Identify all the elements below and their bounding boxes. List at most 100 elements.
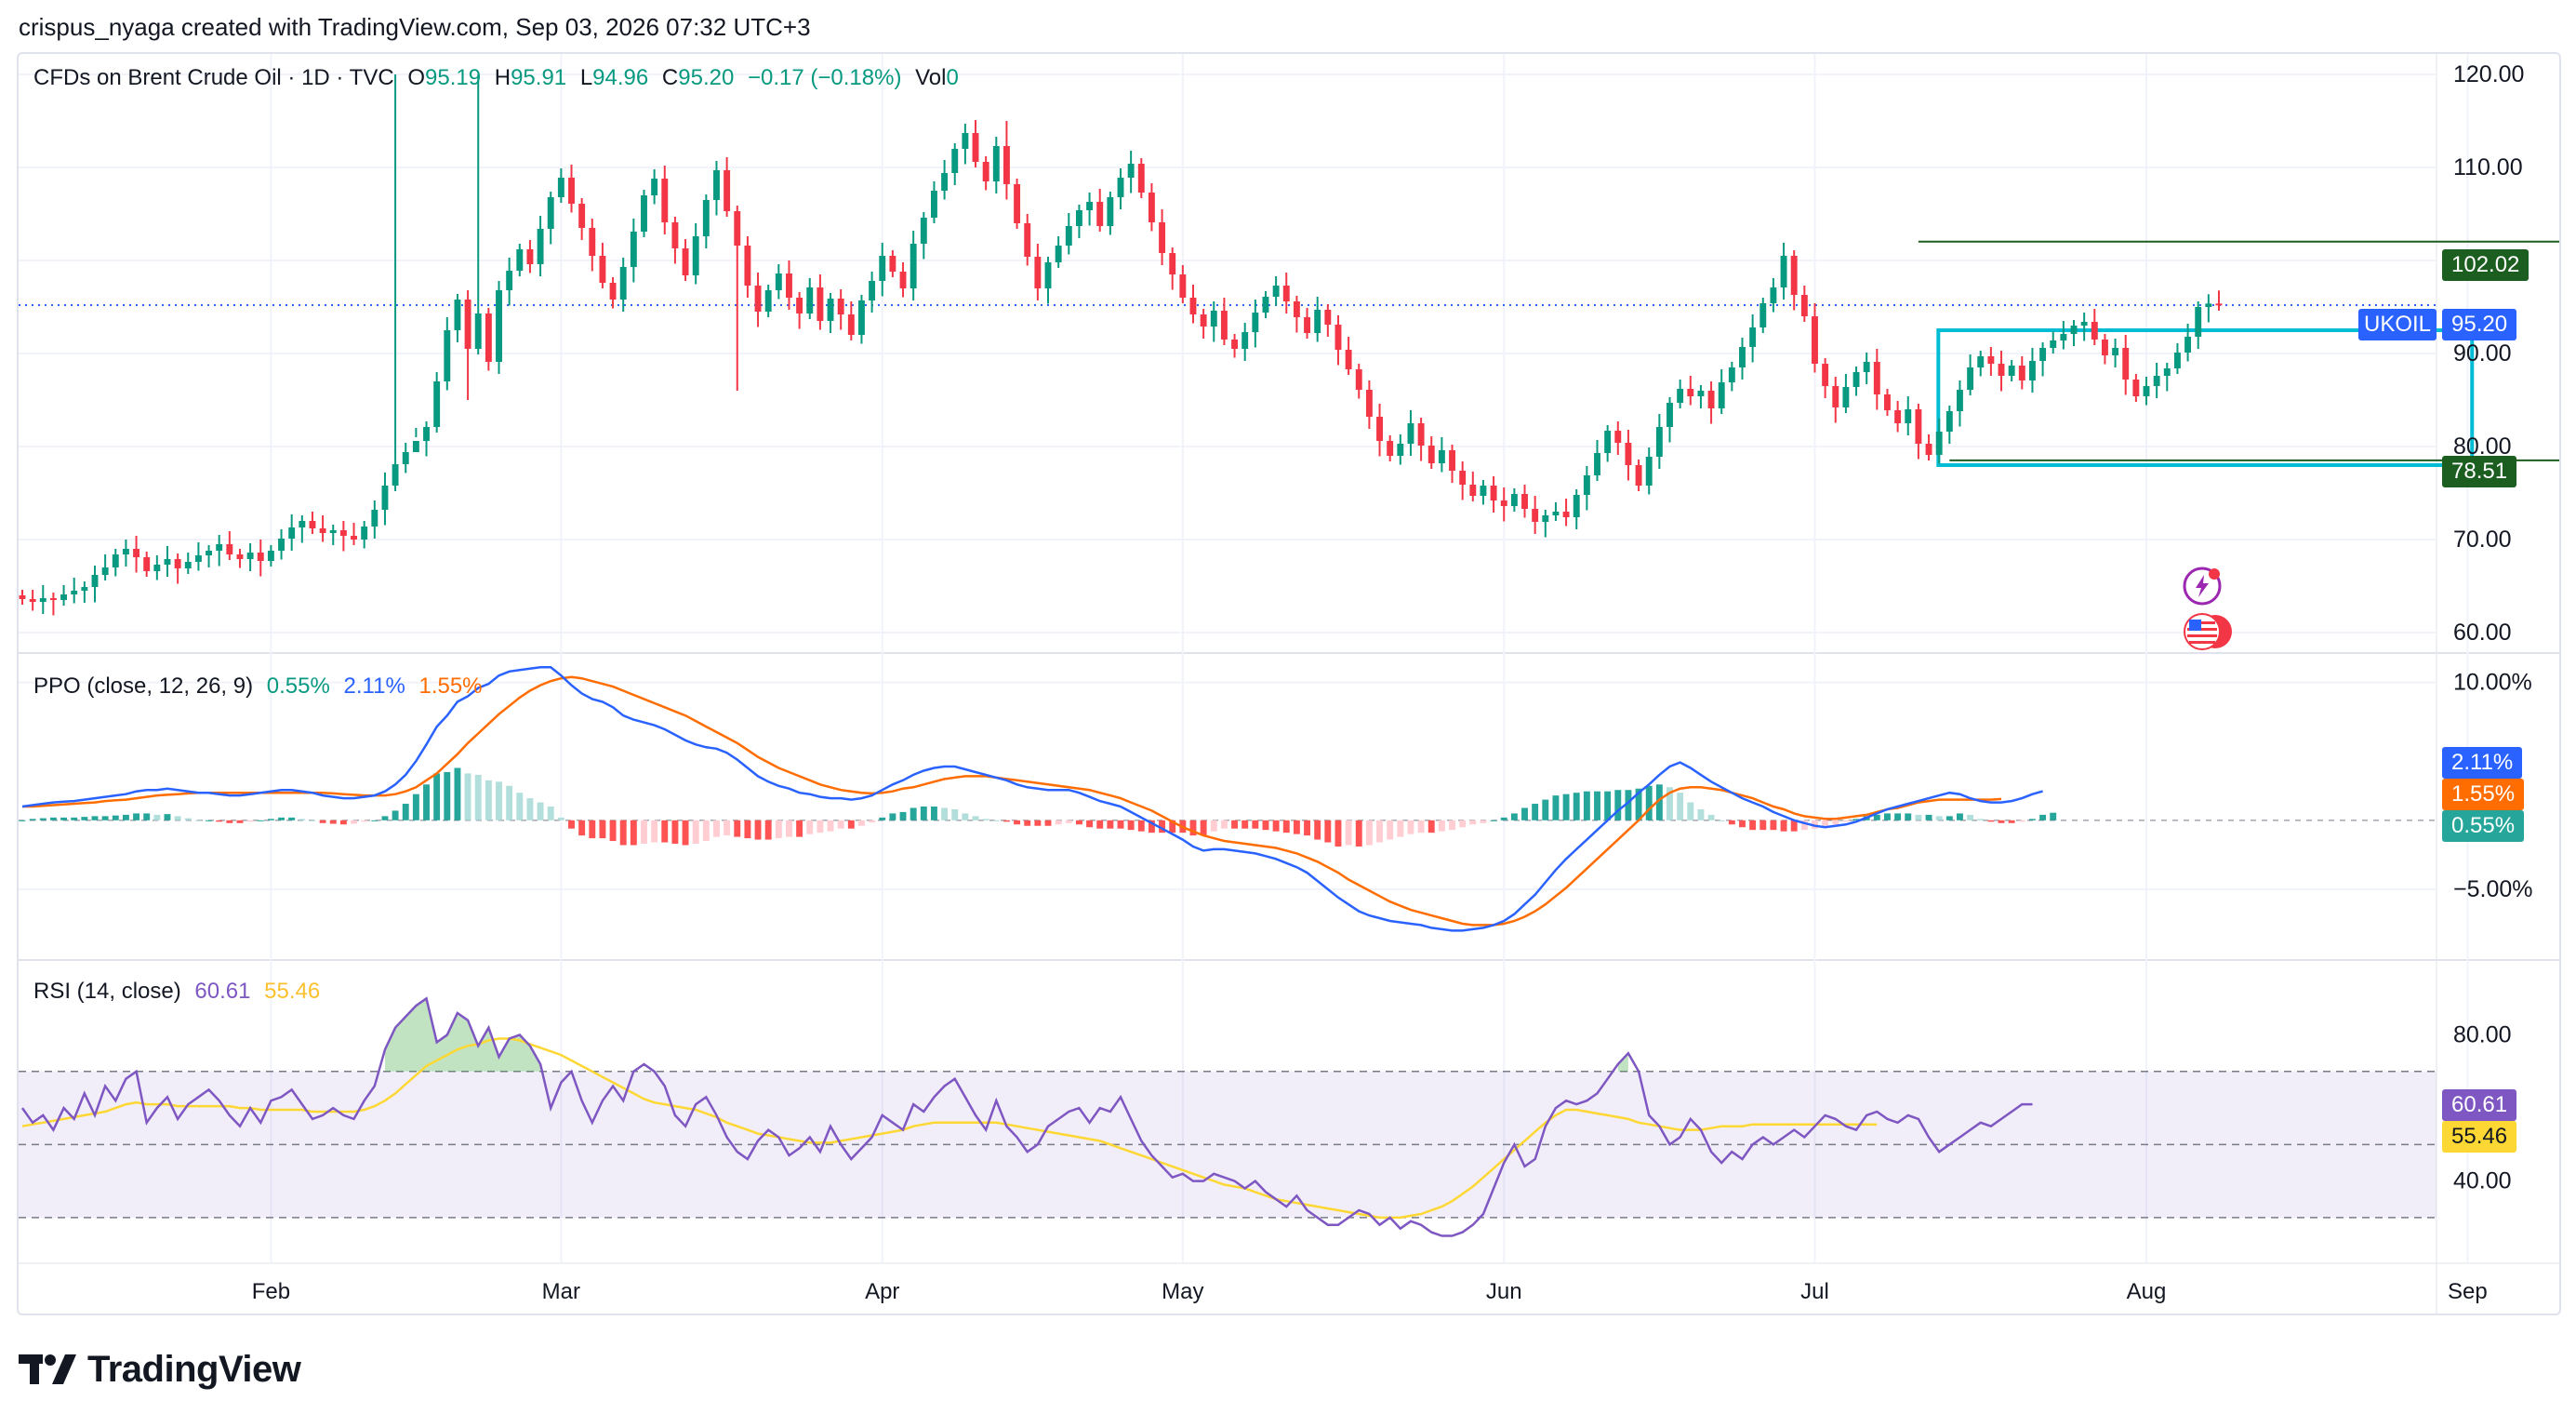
candle-body [1915, 409, 1922, 444]
ppo-histogram-bar [1500, 817, 1507, 820]
candle-body [2215, 303, 2223, 306]
candle-body [547, 197, 554, 229]
candle-body [1573, 495, 1580, 517]
ppo-histogram-bar [351, 820, 357, 824]
candle-body [1894, 410, 1902, 423]
ppo-histogram-bar [101, 816, 109, 820]
month-label: Aug [2127, 1279, 2167, 1304]
candle-body [1945, 411, 1953, 432]
candle-body [329, 530, 337, 533]
ppo-histogram-bar [164, 814, 171, 820]
ppo-histogram-bar [1231, 820, 1239, 829]
ppo-histogram-bar [1542, 799, 1549, 820]
us-flag-icon[interactable] [2182, 610, 2236, 653]
candle-body [1304, 317, 1311, 333]
ppo-histogram-bar [1427, 820, 1435, 834]
ppo-histogram-bar [516, 793, 524, 820]
candle-body [371, 510, 378, 527]
ppo-histogram-bar [1480, 820, 1487, 823]
candle-body [641, 195, 647, 232]
ppo-histogram-bar [1594, 791, 1600, 820]
ppo-histogram-bar [1957, 813, 1963, 820]
candle-body [174, 559, 181, 568]
candle-body [206, 551, 213, 555]
candle-body [1449, 450, 1455, 471]
price-range-box[interactable] [1936, 328, 2475, 467]
ppo-histogram-bar [1252, 820, 1259, 829]
tradingview-logo[interactable]: TradingView [19, 1347, 301, 1392]
ppo-histogram-bar [1800, 820, 1808, 831]
candle-body [599, 256, 606, 283]
candle-body [1397, 444, 1404, 456]
lightning-icon[interactable] [2182, 566, 2224, 608]
ppo-histogram-bar [1449, 820, 1455, 831]
candle-body [1480, 486, 1487, 496]
candle-body [361, 527, 368, 540]
ppo-histogram-bar [1977, 819, 1985, 820]
ppo-histogram-bar [1510, 813, 1518, 820]
ppo-histogram-bar [153, 814, 161, 820]
ppo-histogram-bar [951, 808, 959, 820]
ppo-histogram-bar [506, 785, 513, 820]
candle-body [1998, 364, 2005, 376]
candle-body [2163, 368, 2171, 376]
ppo-histogram-bar [786, 820, 792, 837]
candle-body [2122, 348, 2130, 380]
candle-body [1438, 450, 1445, 463]
candle-body [951, 149, 959, 173]
candles [19, 74, 2223, 616]
ppo-histogram-bar [1137, 820, 1145, 832]
candle-body [578, 204, 586, 228]
ppo-histogram-bar [1314, 820, 1321, 840]
candle-body [557, 178, 564, 197]
candle-body [734, 211, 741, 246]
candle-body [702, 200, 710, 236]
ppo-histogram-bar [775, 820, 782, 839]
ppo-histogram-bar [1148, 820, 1155, 834]
upper-level-tag: 102.02 [2442, 249, 2530, 281]
candle-body [1107, 197, 1114, 226]
ppo-histogram-bar [122, 814, 129, 820]
ppo-histogram-bar [910, 807, 917, 820]
candle-body [1334, 325, 1342, 350]
ppo-histogram-bar [1324, 820, 1332, 843]
ppo-histogram-bar [1376, 820, 1383, 843]
candle-body [2018, 366, 2025, 380]
ppo-histogram-bar [1915, 814, 1922, 820]
candle-body [236, 554, 244, 559]
ppo-histogram-bar [1469, 820, 1477, 825]
ppo-histogram-bar [1034, 820, 1042, 826]
ppo-histogram-bar [1945, 816, 1953, 820]
candle-body [1635, 465, 1642, 486]
candle-body [1314, 310, 1321, 333]
candle-body [1780, 256, 1787, 287]
ppo-histogram-bar [1220, 820, 1228, 829]
candle-body [339, 530, 347, 536]
ppo-histogram-bar [941, 807, 949, 820]
candle-body [1842, 387, 1850, 407]
candle-body [754, 286, 762, 312]
ppo-legend: PPO (close, 12, 26, 9) 0.55% 2.11% 1.55% [33, 673, 483, 699]
candle-body [879, 256, 886, 281]
candle-body [1365, 390, 1373, 417]
ppo-histogram-bar [1935, 816, 1943, 820]
candle-body [1148, 193, 1155, 222]
candle-body [91, 575, 99, 587]
candle-body [837, 299, 844, 314]
ppo-histogram-bar [972, 816, 979, 820]
candle-body [1159, 222, 1166, 253]
candle-body [806, 287, 814, 313]
candle-body [2101, 340, 2108, 355]
ppo-histogram-bar [1210, 820, 1217, 832]
candle-body [2039, 348, 2047, 361]
ppo-histogram-bar [692, 820, 699, 845]
candle-body [81, 587, 88, 591]
candle-body [2132, 380, 2140, 396]
ppo-histogram-bar [1532, 804, 1539, 820]
candle-body [1770, 287, 1777, 303]
candle-body [2028, 361, 2036, 380]
candle-body [1262, 297, 1269, 313]
candle-body [692, 236, 699, 275]
candle-body [246, 553, 254, 559]
